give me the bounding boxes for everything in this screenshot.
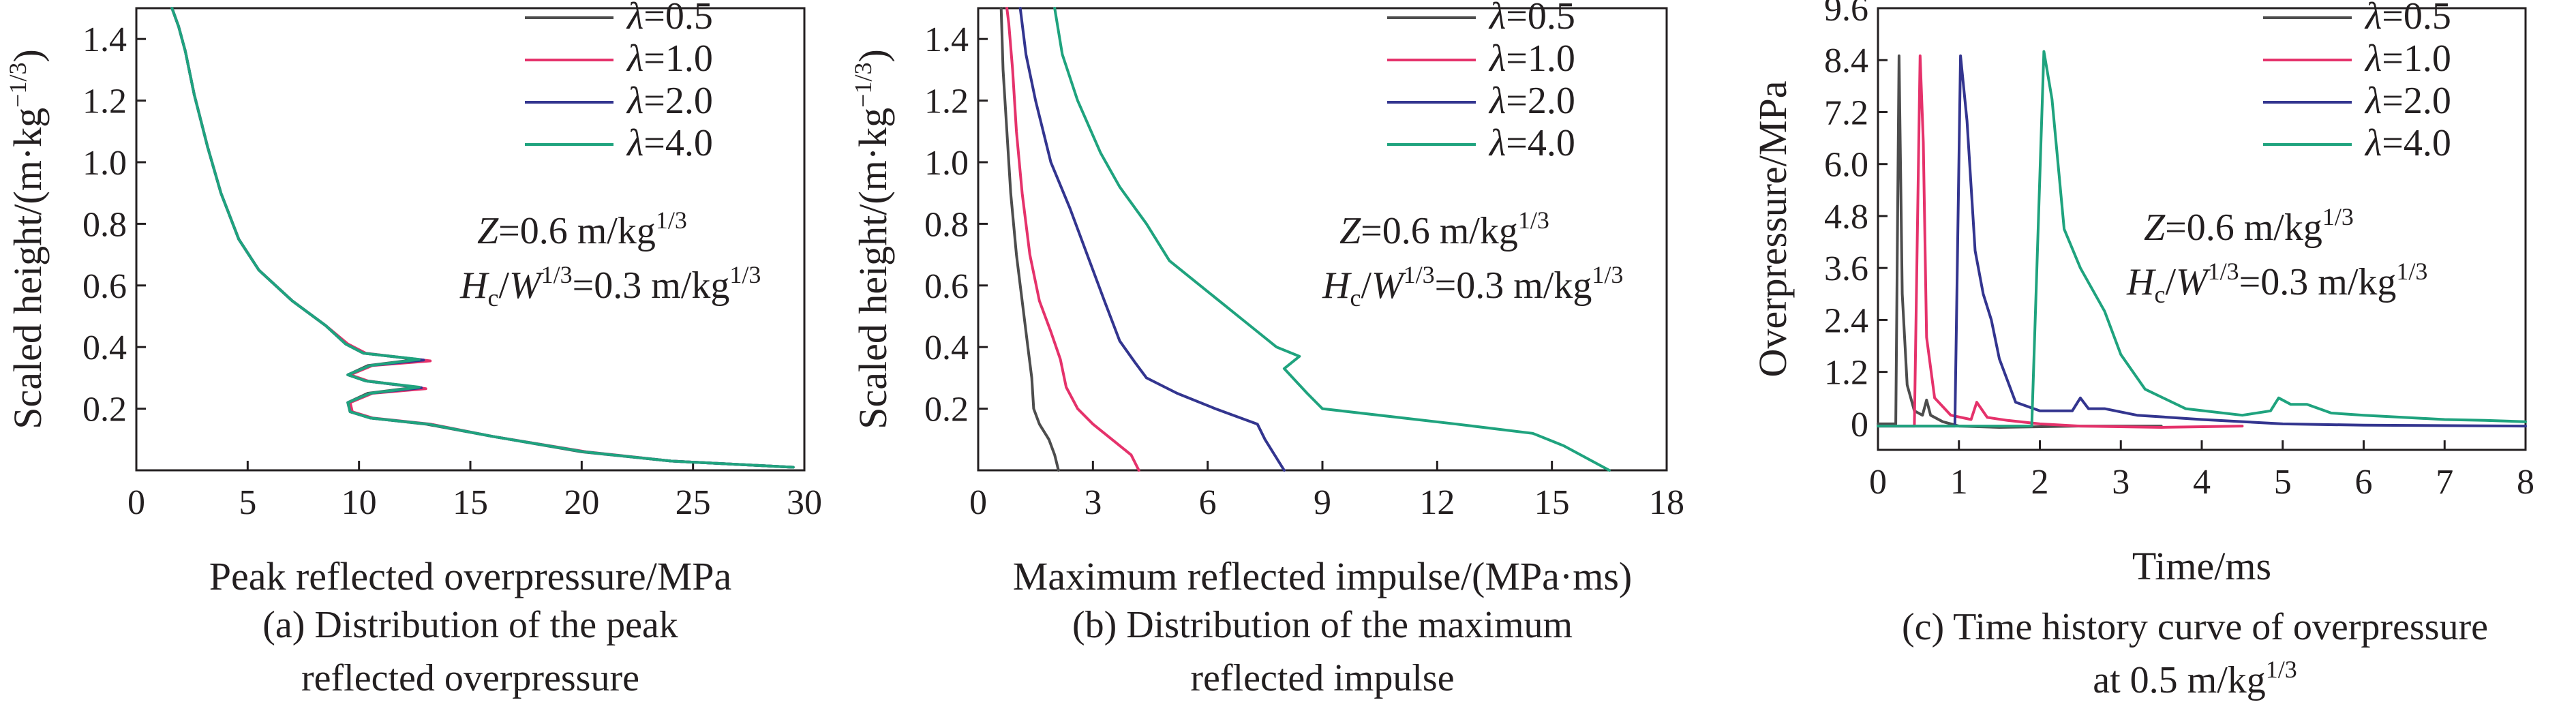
x-tick-label: 15 — [453, 483, 488, 522]
legend-label-1: λ=0.5 — [626, 0, 713, 37]
y-tick-label: 2.4 — [1824, 301, 1868, 340]
x-tick-label: 0 — [1869, 463, 1887, 502]
chart-panel-1: 0 5 10 15 20 25 30 0.2 0.4 0.6 0.8 1.0 1.2 1.4 Peak re… — [4, 0, 822, 699]
annotation-z: Z=0.6 m/kg1/3 — [477, 207, 687, 252]
chart-panel-2: 0 3 6 9 12 15 18 0.2 0.4 0.6 0.8 1.0 1.2 1.4 Maximum r… — [849, 0, 1684, 699]
series-line-3 — [1877, 54, 2527, 428]
legend-label-2: λ=1.0 — [1488, 37, 1575, 80]
x-tick-label: 0 — [127, 483, 145, 522]
legend-label-3: λ=2.0 — [626, 80, 713, 122]
y-tick-label: 8.4 — [1824, 42, 1868, 80]
series-line-3 — [1018, 7, 1286, 472]
series-line-4 — [1053, 7, 1611, 472]
y-tick-label: 1.4 — [82, 20, 127, 59]
x-axis-label: Time/ms — [2132, 544, 2271, 588]
y-tick-label: 1.0 — [82, 144, 127, 183]
x-axis-label: Maximum reflected impulse/(MPa·ms) — [1013, 554, 1632, 598]
annotation-z: Z=0.6 m/kg1/3 — [2144, 203, 2354, 249]
y-tick-label: 1.4 — [924, 20, 969, 59]
legend-label-4: λ=4.0 — [1488, 122, 1575, 164]
y-tick-label: 0.2 — [82, 391, 127, 429]
y-tick-label: 3.6 — [1824, 249, 1868, 288]
y-tick-label: 9.6 — [1824, 0, 1868, 29]
annotation-h: Hc/W1/3=0.3 m/kg1/3 — [1322, 261, 1623, 311]
x-tick-label: 25 — [676, 483, 711, 522]
y-tick-label: 4.8 — [1824, 198, 1868, 237]
caption-line-2: reflected impulse — [1190, 657, 1454, 699]
series-line-1 — [999, 7, 1060, 472]
x-tick-label: 20 — [564, 483, 599, 522]
y-tick-label: 1.2 — [82, 82, 127, 121]
y-tick-label: 1.0 — [924, 144, 969, 183]
x-tick-label: 8 — [2517, 463, 2534, 502]
legend-label-4: λ=4.0 — [626, 122, 713, 164]
x-tick-label: 7 — [2436, 463, 2453, 502]
x-tick-label: 3 — [1084, 483, 1102, 522]
caption-line-2-sup: 1/3 — [2266, 656, 2297, 683]
y-tick-label: 0.4 — [924, 329, 969, 367]
caption-line-2-text: at 0.5 m/kg — [2093, 659, 2266, 701]
x-tick-label: 6 — [1199, 483, 1217, 522]
x-tick-label: 18 — [1649, 483, 1684, 522]
x-tick-label: 2 — [2031, 463, 2049, 502]
chart-panel-3: 0 1 2 3 4 5 6 7 8 0 1.2 2.4 3.6 4.8 6.0 7.2 8.4 9.6 Time/m… — [1751, 0, 2534, 701]
x-tick-label: 12 — [1419, 483, 1455, 522]
caption-line-1: (b) Distribution of the maximum — [1072, 604, 1573, 646]
legend-label-4: λ=4.0 — [2364, 122, 2451, 164]
caption-line-1: (a) Distribution of the peak — [262, 604, 678, 646]
x-tick-label: 4 — [2193, 463, 2211, 502]
legend-label-1: λ=0.5 — [2364, 0, 2451, 37]
x-tick-label: 6 — [2355, 463, 2373, 502]
y-axis-label: Overpressure/MPa — [1751, 81, 1795, 378]
caption-line-2: reflected overpressure — [301, 657, 639, 699]
y-tick-label: 0.6 — [82, 267, 127, 306]
annotation-h: Hc/W1/3=0.3 m/kg1/3 — [2126, 258, 2427, 308]
legend-label-3: λ=2.0 — [2364, 80, 2451, 122]
x-tick-label: 10 — [342, 483, 377, 522]
y-tick-label: 0.6 — [924, 267, 969, 306]
series-line-4 — [1877, 50, 2527, 428]
annotation-z: Z=0.6 m/kg1/3 — [1339, 207, 1549, 252]
x-tick-label: 30 — [787, 483, 822, 522]
y-tick-label: 7.2 — [1824, 93, 1868, 132]
y-tick-label: 0.8 — [924, 205, 969, 244]
caption-line-1: (c) Time history curve of overpressure — [1902, 606, 2488, 648]
legend-label-2: λ=1.0 — [2364, 37, 2451, 80]
y-tick-label: 0.8 — [82, 205, 127, 244]
caption-line-2: at 0.5 m/kg1/3 — [2093, 656, 2297, 701]
x-tick-label: 3 — [2112, 463, 2130, 502]
x-tick-label: 5 — [2274, 463, 2292, 502]
y-tick-label: 0.4 — [82, 329, 127, 367]
y-tick-label: 1.2 — [1824, 354, 1868, 393]
y-axis-label: Scaled height/(m·kg−1/3) — [4, 49, 50, 429]
annotation-h: Hc/W1/3=0.3 m/kg1/3 — [459, 261, 761, 311]
y-tick-label: 1.2 — [924, 82, 969, 121]
y-tick-label: 0.2 — [924, 391, 969, 429]
y-axis-label: Scaled height/(m·kg−1/3) — [849, 49, 895, 429]
x-tick-label: 0 — [969, 483, 987, 522]
series-line-4 — [170, 7, 795, 469]
series-line-2 — [1005, 7, 1140, 472]
x-tick-label: 9 — [1314, 483, 1331, 522]
x-tick-label: 15 — [1534, 483, 1570, 522]
y-tick-label: 6.0 — [1824, 146, 1868, 185]
y-tick-label: 0 — [1851, 406, 1868, 444]
legend-label-3: λ=2.0 — [1488, 80, 1575, 122]
x-tick-label: 5 — [239, 483, 256, 522]
x-axis-label: Peak reflected overpressure/MPa — [209, 554, 732, 598]
legend-label-1: λ=0.5 — [1488, 0, 1575, 37]
legend-label-2: λ=1.0 — [626, 37, 713, 80]
series-line-2 — [1877, 54, 2244, 429]
x-tick-label: 1 — [1950, 463, 1968, 502]
